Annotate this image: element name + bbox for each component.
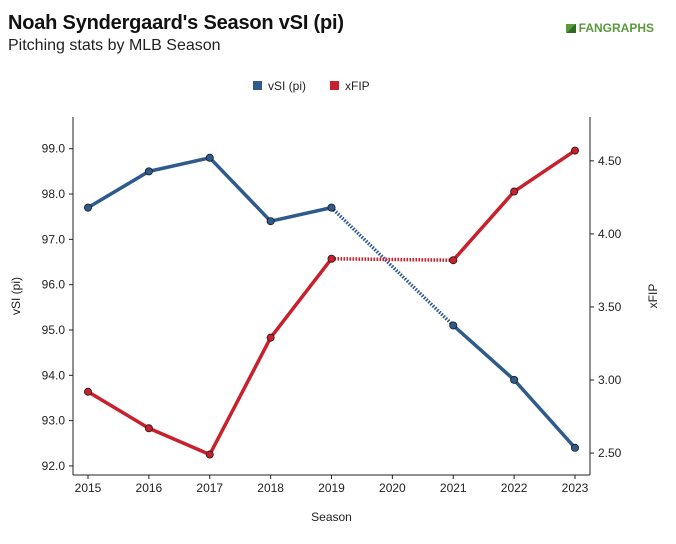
- vsi-line-segment: [147, 156, 212, 174]
- logo-text: FANGRAPHS: [578, 21, 654, 35]
- chart-subtitle: Pitching stats by MLB Season: [8, 37, 221, 54]
- left-tick-label: 99.0: [42, 142, 66, 156]
- xfip-data-point: [327, 254, 336, 263]
- vsi-data-point: [327, 203, 336, 212]
- fangraphs-logo: FANGRAPHS: [565, 21, 654, 35]
- vsi-gap-segment: [330, 206, 455, 327]
- x-tick-label: 2015: [75, 481, 102, 495]
- left-tick-label: 94.0: [42, 368, 66, 382]
- right-tick-label: 3.50: [598, 300, 622, 314]
- left-tick-label: 98.0: [42, 187, 66, 201]
- xfip-line-segment: [86, 389, 151, 430]
- x-tick-label: 2019: [318, 481, 345, 495]
- x-axis-title: Season: [311, 510, 352, 524]
- xfip-line-segment: [451, 189, 516, 262]
- x-tick-label: 2017: [196, 481, 223, 495]
- xfip-data-point: [84, 387, 93, 396]
- right-tick-label: 4.00: [598, 227, 622, 241]
- left-tick-label: 93.0: [42, 414, 66, 428]
- xfip-gap-segment: [331, 256, 454, 262]
- legend-swatch-vsi: [253, 81, 262, 90]
- vsi-data-point: [266, 217, 275, 226]
- vsi-data-point: [84, 203, 93, 212]
- left-tick-label: 96.0: [42, 278, 66, 292]
- fangraphs-leaf-icon: [565, 23, 576, 33]
- legend-swatch-xfip: [330, 81, 339, 90]
- vsi-line-segment: [86, 169, 151, 210]
- legend-label-vsi: vSI (pi): [268, 79, 306, 93]
- vsi-line-segment: [268, 205, 334, 223]
- vsi-line-segment: [451, 323, 516, 382]
- vsi-data-point: [510, 375, 519, 384]
- x-tick-label: 2023: [562, 481, 589, 495]
- right-axis-title: xFIP: [646, 284, 660, 309]
- right-tick-label: 4.50: [598, 154, 622, 168]
- vsi-data-point: [144, 167, 153, 176]
- x-tick-label: 2021: [440, 481, 467, 495]
- left-tick-label: 92.0: [42, 459, 66, 473]
- xfip-line-segment: [268, 256, 334, 340]
- x-tick-label: 2016: [136, 481, 163, 495]
- vsi-data-point: [449, 321, 458, 330]
- xfip-line-segment: [208, 335, 273, 457]
- xfip-data-point: [510, 187, 519, 196]
- right-tick-label: 3.00: [598, 373, 622, 387]
- vsi-data-point: [205, 153, 214, 162]
- right-tick-label: 2.50: [598, 446, 622, 460]
- xfip-line-segment: [512, 148, 577, 194]
- xfip-data-point: [449, 256, 458, 265]
- left-axis-title: vSI (pi): [9, 277, 23, 315]
- xfip-data-point: [571, 146, 580, 155]
- legend-label-xfip: xFIP: [345, 79, 370, 93]
- vsi-line-segment: [512, 378, 577, 450]
- x-tick-label: 2018: [257, 481, 284, 495]
- xfip-line-segment: [147, 426, 212, 457]
- vsi-line-segment: [208, 156, 273, 223]
- vsi-data-point: [571, 443, 580, 452]
- left-tick-label: 95.0: [42, 323, 66, 337]
- xfip-data-point: [205, 450, 214, 459]
- chart-title: Noah Syndergaard's Season vSI (pi): [8, 12, 344, 34]
- left-tick-label: 97.0: [42, 232, 66, 246]
- xfip-data-point: [266, 333, 275, 342]
- x-tick-label: 2022: [501, 481, 528, 495]
- x-tick-label: 2020: [379, 481, 406, 495]
- xfip-data-point: [144, 424, 153, 433]
